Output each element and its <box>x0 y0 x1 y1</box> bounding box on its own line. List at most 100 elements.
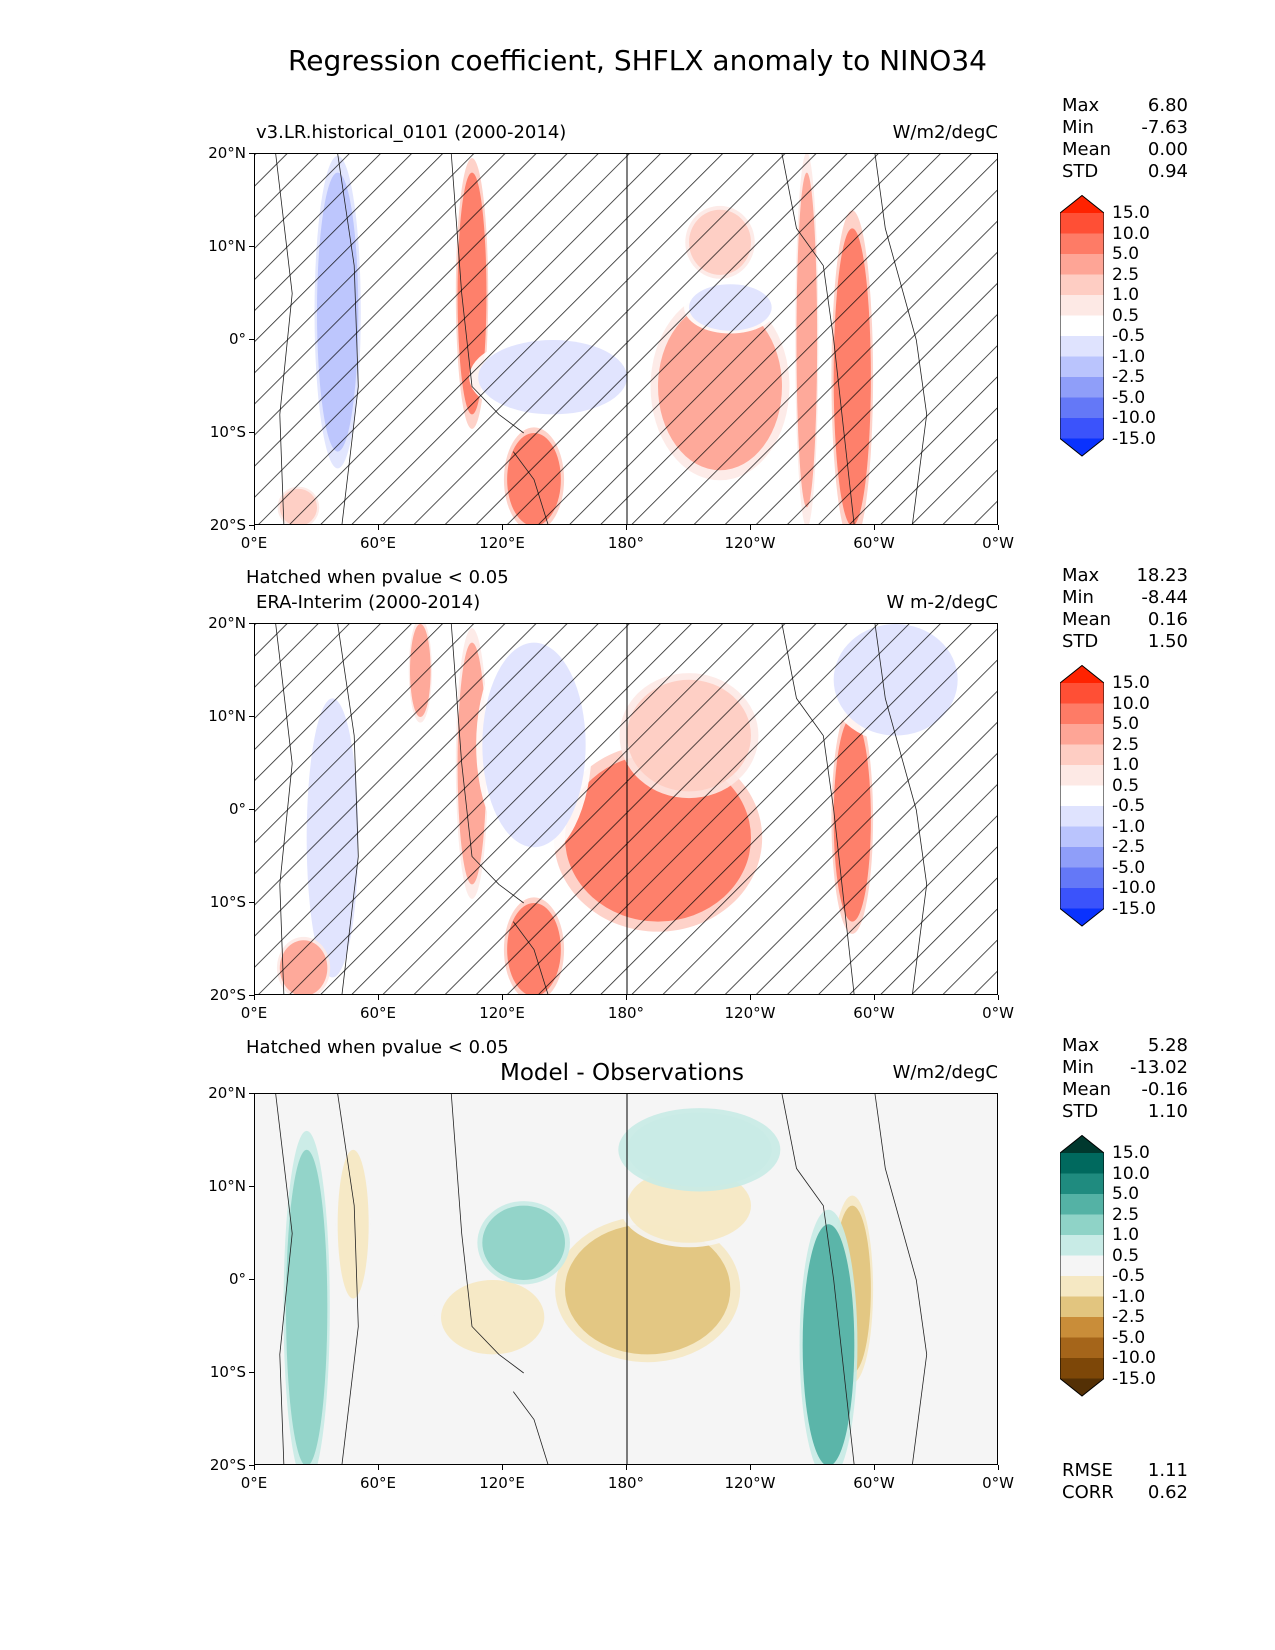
colorbar-tick-label: 0.5 <box>1112 1245 1140 1266</box>
x-tick-mark <box>750 995 751 1000</box>
x-tick-mark <box>626 1465 627 1470</box>
colorbar-segment-7 <box>1060 806 1104 827</box>
panel1-title: v3.LR.historical_0101 (2000-2014) <box>256 122 567 143</box>
skill-scores: RMSE 1.11 CORR 0.62 <box>1062 1460 1188 1506</box>
anomaly-region-4 <box>441 1280 545 1355</box>
y-tick-mark <box>249 809 254 810</box>
colorbar-segment-6 <box>1060 315 1104 337</box>
colorbar-segment-9 <box>1060 377 1104 398</box>
panel2-stats: Max 18.23 Min -8.44 Mean 0.16 STD 1.50 <box>1062 565 1188 657</box>
colorbar-segment-11 <box>1060 1358 1104 1379</box>
colorbar-segment-4 <box>1060 1214 1104 1236</box>
x-tick-label: 120°W <box>724 534 776 552</box>
stat-mean-label: Mean <box>1062 609 1112 630</box>
colorbar-tick-label: -1.0 <box>1112 816 1146 837</box>
coastline-4 <box>781 1094 855 1464</box>
colorbar-segment-5 <box>1060 1235 1104 1256</box>
colorbar-tick-label: 10.0 <box>1112 693 1150 714</box>
panel1-svg <box>255 154 997 524</box>
stat-min-value: -8.44 <box>1141 587 1188 608</box>
stat-max-label: Max <box>1062 565 1100 586</box>
colorbar-tick-label: -5.0 <box>1112 857 1146 878</box>
stat-mean-value: 0.16 <box>1147 609 1188 630</box>
x-tick-label: 180° <box>607 534 645 552</box>
significance-hatching <box>255 154 997 524</box>
stat-mean-label: Mean <box>1062 1079 1112 1100</box>
colorbar-tick-label: -1.0 <box>1112 346 1146 367</box>
significance-hatching <box>255 624 997 994</box>
y-tick-mark <box>249 1465 254 1466</box>
y-tick-mark <box>249 902 254 903</box>
colorbar-segment-2 <box>1060 1173 1104 1195</box>
panel2-pvalue-note: Hatched when pvalue < 0.05 <box>246 1037 509 1058</box>
panel1-pvalue-note: Hatched when pvalue < 0.05 <box>246 567 509 588</box>
colorbar-tick-label: -10.0 <box>1112 408 1156 428</box>
colorbar-tick-label: 5.0 <box>1112 1184 1140 1204</box>
colorbar-segment-9 <box>1060 1317 1104 1338</box>
colorbar-segment-3 <box>1060 724 1104 745</box>
stat-max-value: 18.23 <box>1136 565 1188 586</box>
anomaly-region-0 <box>565 1224 731 1355</box>
colorbar-segment-1 <box>1060 683 1104 704</box>
y-tick-label: 0° <box>228 330 246 348</box>
colorbar-segment-11 <box>1060 418 1104 439</box>
x-tick-label: 60°W <box>853 1004 895 1022</box>
x-tick-label: 120°E <box>479 1474 525 1492</box>
x-tick-label: 0°E <box>240 1004 268 1022</box>
anomaly-region-8 <box>627 1112 772 1187</box>
colorbar-segment-9 <box>1060 847 1104 868</box>
y-tick-label: 0° <box>228 1270 246 1288</box>
colorbar-tick-label: -15.0 <box>1112 428 1156 449</box>
colorbar-segment-0 <box>1060 195 1104 213</box>
x-tick-mark <box>378 525 379 530</box>
y-tick-mark <box>249 716 254 717</box>
x-tick-mark <box>874 525 875 530</box>
x-tick-mark <box>502 1465 503 1470</box>
coastline-3 <box>512 1391 549 1464</box>
colorbar-segment-1 <box>1060 1153 1104 1174</box>
stat-max-value: 6.80 <box>1147 95 1188 116</box>
panel2-title: ERA-Interim (2000-2014) <box>256 592 481 613</box>
colorbar-tick-label: 0.5 <box>1112 775 1140 796</box>
x-tick-mark <box>750 525 751 530</box>
stat-min-label: Min <box>1062 587 1094 608</box>
panel1-stats: Max 6.80 Min -7.63 Mean 0.00 STD 0.94 <box>1062 95 1188 187</box>
x-tick-mark <box>378 995 379 1000</box>
colorbar-tick-label: 15.0 <box>1112 673 1150 693</box>
x-tick-mark <box>254 995 255 1000</box>
x-tick-label: 120°W <box>724 1004 776 1022</box>
colorbar-segment-10 <box>1060 867 1104 889</box>
anomaly-region-6 <box>286 1149 328 1464</box>
stat-std-label: STD <box>1062 1101 1099 1122</box>
x-tick-label: 0°W <box>982 1004 1014 1022</box>
y-tick-label: 20°N <box>208 144 246 162</box>
colorbar-tick-label: -2.5 <box>1112 367 1146 387</box>
x-tick-mark <box>874 1465 875 1470</box>
colorbar-segment-6 <box>1060 785 1104 807</box>
panel3-title: Model - Observations <box>500 1060 745 1086</box>
x-tick-label: 0°E <box>240 534 268 552</box>
colorbar-tick-label: -15.0 <box>1112 1368 1156 1389</box>
x-tick-label: 180° <box>607 1004 645 1022</box>
x-tick-mark <box>254 525 255 530</box>
coastline-2 <box>450 1094 524 1374</box>
colorbar-tick-label: 1.0 <box>1112 285 1140 305</box>
stat-std-label: STD <box>1062 631 1099 652</box>
colorbar-segment-12 <box>1060 1378 1104 1397</box>
panel3-stats: Max 5.28 Min -13.02 Mean -0.16 STD 1.10 <box>1062 1035 1188 1127</box>
stat-mean-value: -0.16 <box>1141 1079 1188 1100</box>
colorbar-segment-11 <box>1060 888 1104 909</box>
colorbar-segment-3 <box>1060 254 1104 275</box>
colorbar-segment-6 <box>1060 1255 1104 1277</box>
x-tick-mark <box>998 1465 999 1470</box>
colorbar-tick-label: 5.0 <box>1112 714 1140 734</box>
colorbar-tick-label: -2.5 <box>1112 837 1146 857</box>
colorbar-tick-label: -10.0 <box>1112 878 1156 898</box>
rmse-label: RMSE <box>1062 1460 1113 1481</box>
y-tick-mark <box>249 1186 254 1187</box>
y-tick-mark <box>249 1093 254 1094</box>
x-tick-mark <box>378 1465 379 1470</box>
panel3-units: W/m2/degC <box>892 1062 998 1083</box>
colorbar-segment-0 <box>1060 1135 1104 1153</box>
y-tick-mark <box>249 432 254 433</box>
